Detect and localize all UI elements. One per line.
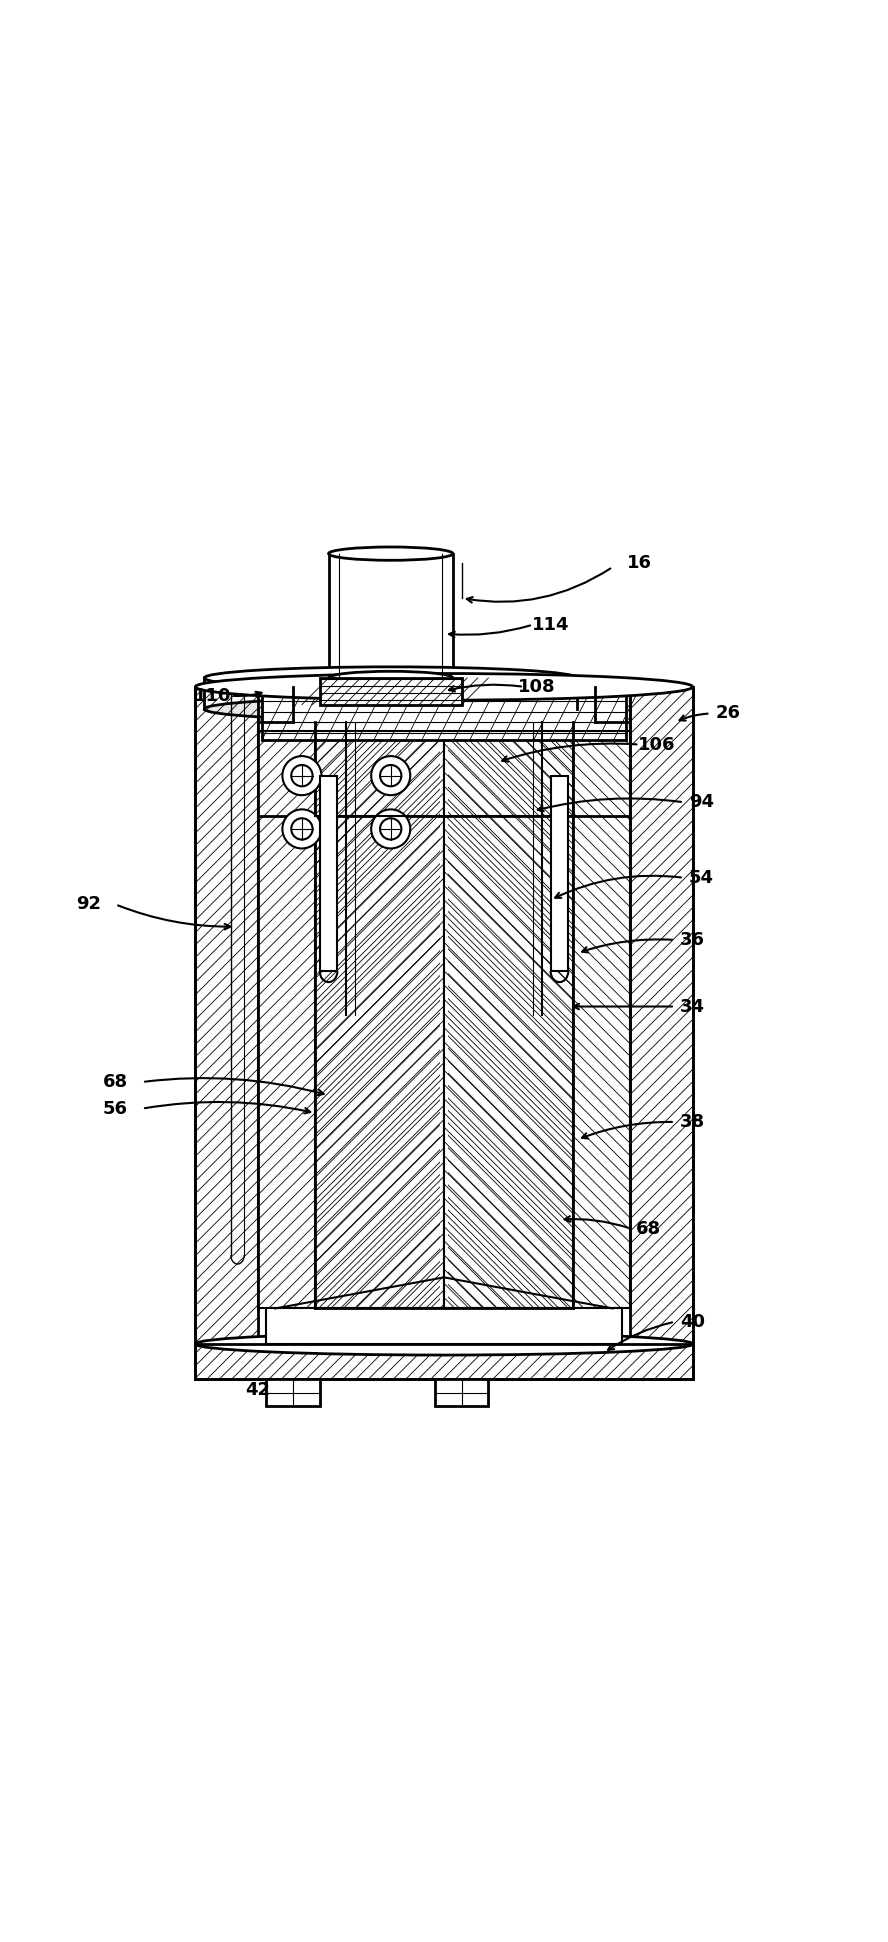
- Polygon shape: [320, 678, 462, 705]
- Polygon shape: [444, 722, 573, 1309]
- Text: 16: 16: [627, 553, 652, 571]
- Circle shape: [380, 818, 401, 839]
- Ellipse shape: [204, 666, 577, 689]
- Text: 34: 34: [680, 998, 705, 1016]
- Text: 40: 40: [680, 1313, 705, 1330]
- Ellipse shape: [204, 697, 577, 720]
- Polygon shape: [262, 687, 626, 740]
- Text: 68: 68: [636, 1220, 661, 1237]
- Polygon shape: [448, 687, 630, 1309]
- Text: 36: 36: [680, 930, 705, 950]
- Text: 92: 92: [76, 895, 101, 913]
- Circle shape: [371, 810, 410, 849]
- Text: 42: 42: [245, 1381, 270, 1398]
- Ellipse shape: [329, 548, 453, 561]
- Text: 106: 106: [638, 736, 676, 753]
- Bar: [329, 553, 453, 678]
- Text: 68: 68: [103, 1074, 128, 1091]
- Text: 114: 114: [532, 616, 569, 633]
- Circle shape: [291, 818, 313, 839]
- Bar: [551, 775, 568, 971]
- Text: 94: 94: [689, 792, 714, 812]
- Text: 110: 110: [194, 687, 232, 705]
- Text: 56: 56: [103, 1099, 128, 1119]
- Polygon shape: [630, 687, 693, 1344]
- Circle shape: [380, 765, 401, 787]
- Circle shape: [282, 810, 321, 849]
- Text: 54: 54: [689, 868, 714, 887]
- Polygon shape: [195, 1344, 693, 1379]
- FancyBboxPatch shape: [266, 1379, 320, 1406]
- Polygon shape: [258, 687, 440, 1309]
- Polygon shape: [266, 1309, 622, 1344]
- FancyBboxPatch shape: [435, 1379, 488, 1406]
- Ellipse shape: [329, 672, 453, 686]
- Text: 38: 38: [680, 1113, 705, 1130]
- Circle shape: [282, 755, 321, 794]
- Text: 26: 26: [716, 705, 741, 722]
- Circle shape: [371, 755, 410, 794]
- Text: 108: 108: [519, 678, 556, 695]
- Ellipse shape: [195, 1332, 693, 1356]
- Polygon shape: [315, 722, 444, 1309]
- Circle shape: [291, 765, 313, 787]
- Ellipse shape: [195, 674, 693, 701]
- Bar: [320, 775, 337, 971]
- Polygon shape: [195, 687, 258, 1344]
